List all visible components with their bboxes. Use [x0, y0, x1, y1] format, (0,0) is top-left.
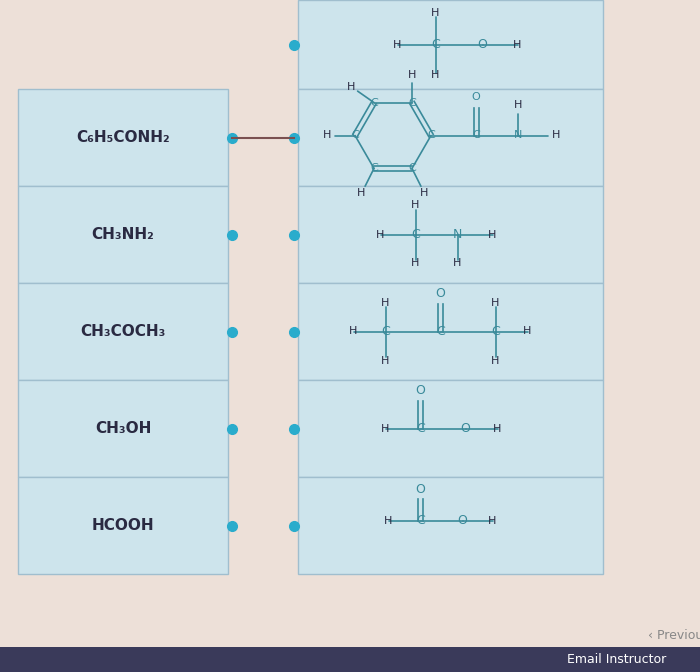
Text: H: H: [357, 188, 365, 198]
Text: H: H: [377, 230, 385, 239]
Text: HCOOH: HCOOH: [92, 518, 154, 533]
Text: H: H: [382, 355, 390, 366]
Text: O: O: [416, 483, 426, 496]
Text: H: H: [382, 423, 390, 433]
Text: H: H: [494, 423, 502, 433]
Bar: [18, 380, 228, 477]
Text: H: H: [491, 355, 500, 366]
Bar: [298, 380, 603, 477]
Text: C: C: [431, 38, 440, 51]
Bar: [298, 283, 603, 380]
Text: H: H: [412, 259, 420, 269]
Text: H: H: [420, 188, 428, 198]
Bar: [298, 186, 603, 283]
Text: H: H: [431, 71, 440, 81]
Text: C: C: [411, 228, 420, 241]
Text: Email Instructor: Email Instructor: [568, 653, 666, 666]
Text: C: C: [408, 163, 416, 173]
Bar: [298, 89, 603, 186]
Text: C: C: [416, 422, 425, 435]
Text: O: O: [477, 38, 487, 51]
Text: C: C: [370, 163, 378, 173]
Text: H: H: [491, 298, 500, 308]
Text: H: H: [513, 40, 522, 50]
Text: H: H: [408, 70, 416, 79]
Bar: [18, 477, 228, 574]
Text: H: H: [514, 101, 522, 110]
Text: H: H: [489, 515, 497, 526]
Text: O: O: [472, 93, 480, 103]
Text: C: C: [436, 325, 445, 338]
Text: H: H: [489, 230, 497, 239]
Bar: [298, 0, 603, 89]
Text: H: H: [382, 298, 390, 308]
Text: H: H: [347, 81, 355, 91]
Text: O: O: [461, 422, 470, 435]
Bar: [18, 186, 228, 283]
Bar: [0, 647, 700, 672]
Text: C: C: [427, 130, 435, 140]
Text: H: H: [349, 327, 358, 337]
Text: H: H: [412, 200, 420, 210]
Text: CH₃NH₂: CH₃NH₂: [92, 227, 155, 242]
Bar: [18, 283, 228, 380]
Text: H: H: [524, 327, 532, 337]
Text: N: N: [453, 228, 462, 241]
Text: N: N: [514, 130, 522, 140]
Text: C: C: [472, 130, 480, 140]
Text: O: O: [435, 287, 445, 300]
Text: O: O: [416, 384, 426, 397]
Text: O: O: [458, 514, 468, 527]
Text: H: H: [552, 130, 560, 140]
Text: ‹ Previous: ‹ Previous: [648, 629, 700, 642]
Text: CH₃OH: CH₃OH: [94, 421, 151, 436]
Text: C: C: [491, 325, 500, 338]
Text: C: C: [416, 514, 425, 527]
Text: H: H: [323, 130, 331, 140]
Text: C: C: [370, 97, 378, 108]
Bar: [298, 477, 603, 574]
Bar: [18, 89, 228, 186]
Text: H: H: [384, 515, 393, 526]
Text: H: H: [431, 9, 440, 19]
Text: C: C: [408, 97, 416, 108]
Text: C₆H₅CONH₂: C₆H₅CONH₂: [76, 130, 170, 145]
Text: C: C: [381, 325, 390, 338]
Text: C: C: [351, 130, 359, 140]
Text: H: H: [393, 40, 402, 50]
Text: CH₃COCH₃: CH₃COCH₃: [80, 324, 166, 339]
Text: H: H: [454, 259, 462, 269]
